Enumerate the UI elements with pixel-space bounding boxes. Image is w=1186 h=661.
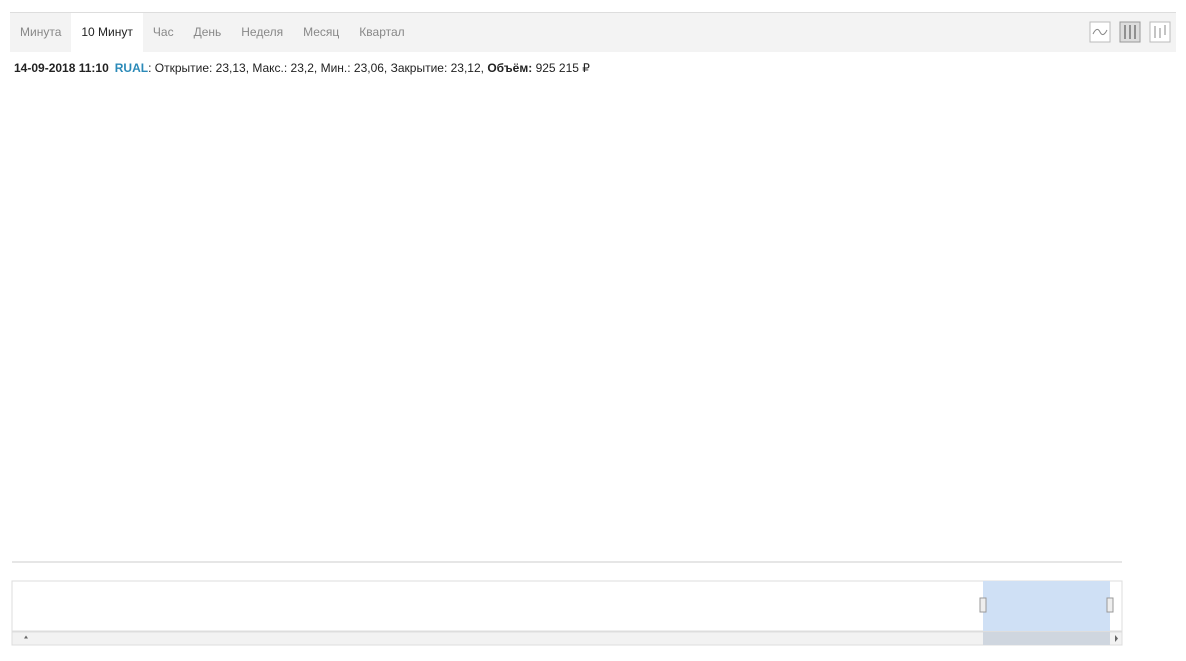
- scroll-left[interactable]: [24, 635, 28, 639]
- candle-icon: [1124, 25, 1136, 39]
- info-text: : Открытие: 23,13, Макс.: 23,2, Мин.: 23…: [148, 61, 484, 75]
- navigator-handle[interactable]: [1106, 597, 1114, 613]
- info-volume: 925 215 ₽: [535, 61, 590, 75]
- tab[interactable]: Квартал: [359, 25, 405, 39]
- navigator: [11, 580, 1123, 632]
- navigator-selection[interactable]: [983, 581, 1110, 631]
- tab[interactable]: День: [193, 25, 222, 39]
- info-date: 14-09-2018 11:10: [14, 61, 109, 75]
- navigator-handle[interactable]: [979, 597, 987, 613]
- chart-type-buttons[interactable]: [1089, 21, 1171, 43]
- tab[interactable]: 10 Минут: [71, 13, 143, 52]
- ohlc-icon: [1154, 25, 1166, 38]
- tab[interactable]: Минута: [20, 25, 62, 39]
- scroll-right[interactable]: [1115, 635, 1118, 642]
- tab-bar: Минута 10 Минут Час День Неделя Месяц Квартал: [10, 12, 1176, 52]
- info-volume-label: Объём:: [487, 61, 533, 75]
- tab[interactable]: Неделя: [241, 25, 284, 39]
- scrollbar-thumb[interactable]: [983, 632, 1110, 645]
- tab[interactable]: Месяц: [303, 25, 340, 39]
- info-ticker: RUAL: [114, 61, 149, 75]
- line-icon: [1092, 28, 1108, 36]
- info-line: 14-09-2018 11:10 RUAL: Открытие: 23,13, М…: [14, 61, 590, 75]
- tab[interactable]: Час: [152, 25, 174, 39]
- scrollbar[interactable]: [11, 631, 1123, 646]
